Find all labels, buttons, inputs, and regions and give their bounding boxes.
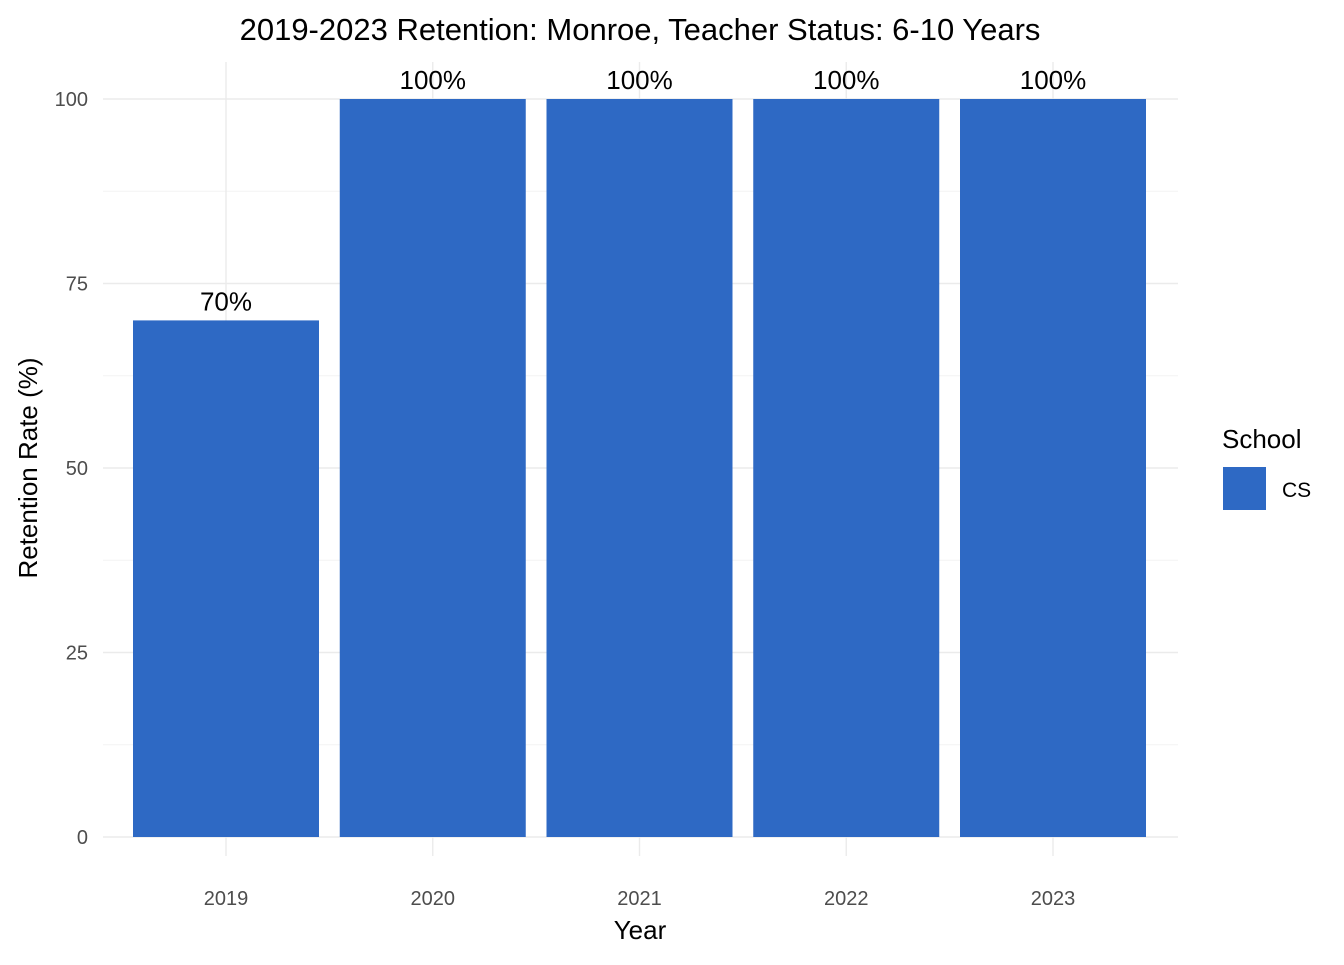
chart-title: 2019-2023 Retention: Monroe, Teacher Sta…: [240, 12, 1041, 47]
bar-value-label: 100%: [813, 65, 880, 95]
y-tick-label: 25: [66, 643, 88, 665]
x-axis-title: Year: [614, 915, 667, 945]
x-tick-label: 2022: [824, 888, 869, 910]
y-tick-label: 0: [77, 827, 88, 849]
y-axis-ticks: 0 25 50 75 100: [55, 89, 88, 849]
bar-value-label: 70%: [200, 286, 252, 316]
x-tick-label: 2023: [1031, 888, 1076, 910]
x-tick-label: 2021: [617, 888, 662, 910]
bar: [960, 99, 1146, 837]
x-tick-label: 2019: [204, 888, 249, 910]
y-tick-label: 50: [66, 458, 88, 480]
x-tick-label: 2020: [411, 888, 456, 910]
bar-value-label: 100%: [1020, 65, 1087, 95]
x-axis-ticks: 2019 2020 2021 2022 2023: [204, 888, 1076, 910]
y-tick-label: 75: [66, 274, 88, 296]
bar-labels: 70% 100% 100% 100% 100%: [200, 65, 1086, 316]
bars: [133, 99, 1146, 837]
bar: [133, 320, 319, 837]
legend: School CS: [1222, 424, 1311, 510]
y-tick-label: 100: [55, 89, 88, 111]
bar-value-label: 100%: [606, 65, 673, 95]
y-axis-title: Retention Rate (%): [13, 357, 43, 578]
bar: [339, 99, 526, 837]
bar: [546, 99, 733, 837]
legend-swatch-cs: [1223, 467, 1266, 510]
legend-label-cs: CS: [1282, 479, 1311, 502]
bar: [753, 99, 940, 837]
legend-title: School: [1222, 424, 1302, 454]
bar-value-label: 100%: [400, 65, 467, 95]
